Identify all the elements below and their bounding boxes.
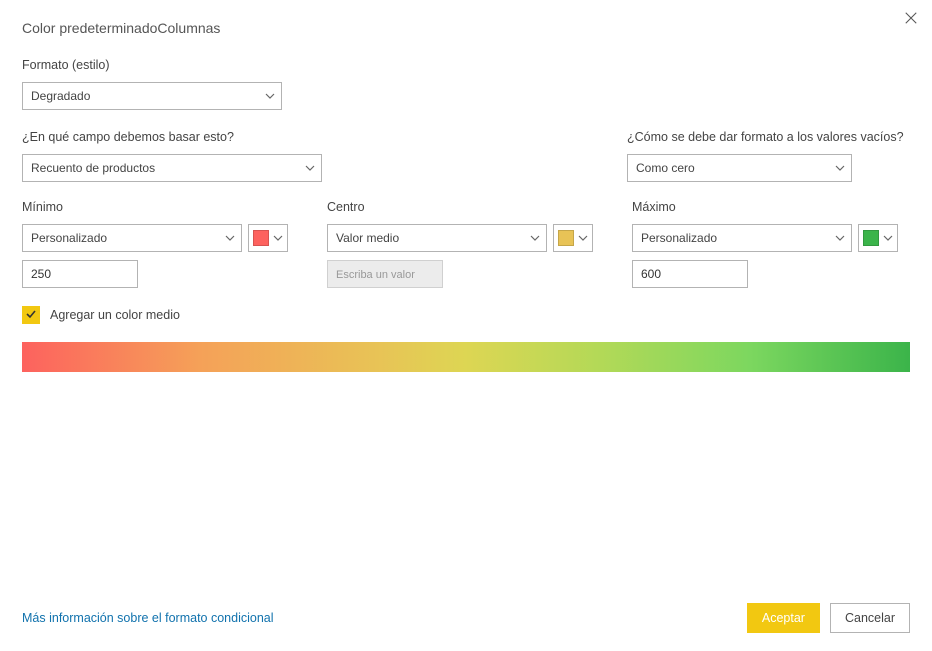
- chevron-down-icon: [835, 163, 845, 173]
- more-info-link[interactable]: Más información sobre el formato condici…: [22, 611, 274, 625]
- base-field-select[interactable]: Recuento de productos: [22, 154, 322, 182]
- empty-values-value: Como cero: [636, 161, 695, 175]
- chevron-down-icon: [273, 233, 283, 243]
- dialog-title: Color predeterminadoColumnas: [22, 20, 910, 36]
- maximum-value-input[interactable]: [632, 260, 748, 288]
- gradient-preview: [22, 342, 910, 372]
- empty-values-label: ¿Cómo se debe dar formato a los valores …: [627, 130, 904, 144]
- title-prefix: Color predeterminado: [22, 20, 157, 36]
- center-color-swatch: [558, 230, 574, 246]
- minimum-value-input[interactable]: [22, 260, 138, 288]
- center-label: Centro: [327, 200, 632, 214]
- chevron-down-icon: [225, 233, 235, 243]
- base-field-value: Recuento de productos: [31, 161, 155, 175]
- center-mode-value: Valor medio: [336, 231, 399, 245]
- add-middle-color-label: Agregar un color medio: [50, 308, 180, 322]
- check-icon: [25, 308, 37, 323]
- close-icon: [904, 9, 918, 29]
- chevron-down-icon: [835, 233, 845, 243]
- maximum-color-swatch: [863, 230, 879, 246]
- minimum-color-swatch: [253, 230, 269, 246]
- center-value-input: [327, 260, 443, 288]
- chevron-down-icon: [305, 163, 315, 173]
- minimum-label: Mínimo: [22, 200, 327, 214]
- maximum-mode-select[interactable]: Personalizado: [632, 224, 852, 252]
- base-field-label: ¿En qué campo debemos basar esto?: [22, 130, 327, 144]
- minimum-mode-value: Personalizado: [31, 231, 107, 245]
- maximum-mode-value: Personalizado: [641, 231, 717, 245]
- center-mode-select[interactable]: Valor medio: [327, 224, 547, 252]
- close-button[interactable]: [900, 6, 922, 32]
- chevron-down-icon: [265, 91, 275, 101]
- maximum-label: Máximo: [632, 200, 898, 214]
- cancel-button[interactable]: Cancelar: [830, 603, 910, 633]
- chevron-down-icon: [530, 233, 540, 243]
- add-middle-color-checkbox[interactable]: [22, 306, 40, 324]
- format-style-value: Degradado: [31, 89, 90, 103]
- chevron-down-icon: [883, 233, 893, 243]
- accept-button[interactable]: Aceptar: [747, 603, 820, 633]
- center-color-picker[interactable]: [553, 224, 593, 252]
- format-style-select[interactable]: Degradado: [22, 82, 282, 110]
- maximum-color-picker[interactable]: [858, 224, 898, 252]
- chevron-down-icon: [578, 233, 588, 243]
- empty-values-select[interactable]: Como cero: [627, 154, 852, 182]
- minimum-color-picker[interactable]: [248, 224, 288, 252]
- conditional-formatting-dialog: Color predeterminadoColumnas Formato (es…: [0, 0, 932, 651]
- format-style-label: Formato (estilo): [22, 58, 910, 72]
- title-suffix: Columnas: [157, 20, 220, 36]
- minimum-mode-select[interactable]: Personalizado: [22, 224, 242, 252]
